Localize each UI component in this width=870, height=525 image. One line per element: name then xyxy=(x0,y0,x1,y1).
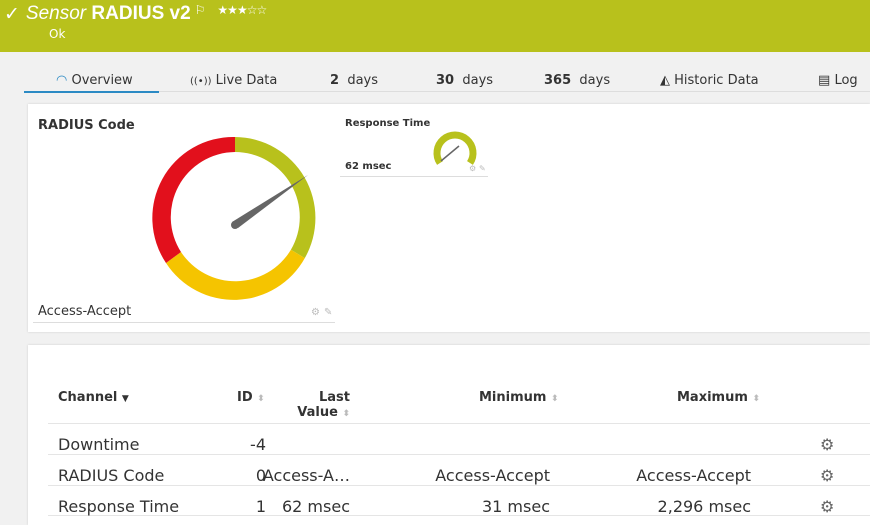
gear-icon[interactable]: ⚙ xyxy=(820,466,835,485)
tab-label: Overview xyxy=(71,73,133,88)
main-gauge xyxy=(152,136,316,300)
small-gauge-arc xyxy=(433,131,477,165)
cell-id: -4 xyxy=(250,435,266,454)
gear-icon[interactable]: ⚙ xyxy=(469,164,477,173)
cell-maximum: 2,296 msec xyxy=(657,497,751,516)
header-label: Last xyxy=(318,390,350,405)
flag-icon[interactable]: ⚐ xyxy=(194,3,206,17)
sensor-title: Sensor RADIUS v2 xyxy=(26,3,191,25)
list-icon: ▤ xyxy=(818,73,831,88)
header-label: ID xyxy=(237,390,253,405)
cell-id: 0 xyxy=(255,466,266,485)
main-gauge-title: RADIUS Code xyxy=(38,118,135,133)
title-name: RADIUS v2 xyxy=(91,3,191,24)
cell-minimum: 31 msec xyxy=(481,497,550,516)
gear-icon[interactable]: ⚙ xyxy=(311,307,320,318)
gauge-error-segment xyxy=(152,136,235,263)
tab-2-days[interactable]: 2 days xyxy=(330,73,378,88)
gauge-ok-segment xyxy=(235,137,316,259)
tab-num: 2 xyxy=(330,73,340,88)
table-row[interactable]: Downtime -4 ⚙ xyxy=(48,423,870,454)
status-text: Ok xyxy=(49,27,66,41)
header-label: Channel xyxy=(58,390,118,405)
cell-channel[interactable]: RADIUS Code xyxy=(58,466,165,485)
sort-icon: ⬍ xyxy=(342,409,350,419)
tab-365-days[interactable]: 365 days xyxy=(544,73,610,88)
col-id[interactable]: ID ⬍ xyxy=(237,390,265,405)
small-gauge xyxy=(433,131,477,165)
small-gauge-needle xyxy=(440,145,460,162)
tab-log[interactable]: ▤ Log xyxy=(818,73,858,88)
tab-historic-data[interactable]: ◭ Historic Data xyxy=(660,73,759,88)
table-row[interactable]: RADIUS Code 0 Access-A… Access-Accept Ac… xyxy=(48,454,870,485)
sort-icon: ⬍ xyxy=(752,394,760,404)
sort-icon: ⬍ xyxy=(550,394,559,404)
title-prefix: Sensor xyxy=(25,3,87,24)
cell-channel[interactable]: Downtime xyxy=(58,435,140,454)
cell-channel[interactable]: Response Time xyxy=(58,497,180,516)
cell-minimum: Access-Accept xyxy=(435,466,550,485)
col-maximum[interactable]: Maximum ⬍ xyxy=(677,390,760,405)
tab-label: Log xyxy=(834,73,858,88)
broadcast-icon: ((•)) xyxy=(190,76,212,87)
small-gauge-value: 62 msec xyxy=(345,161,392,172)
tab-label: Historic Data xyxy=(674,73,759,88)
tab-bar: ◠ Overview ((•)) Live Data 2 days 30 day… xyxy=(24,70,870,93)
gauge-needle xyxy=(232,175,308,228)
gear-icon[interactable]: ⚙ xyxy=(820,435,835,454)
tab-30-days[interactable]: 30 days xyxy=(436,73,493,88)
header-title-row: ✓ Sensor RADIUS v2 ⚐ ★★★☆☆ xyxy=(4,3,267,25)
header-line-2: Value ⬍ xyxy=(297,405,350,422)
priority-stars[interactable]: ★★★☆☆ xyxy=(217,3,267,17)
pin-icon[interactable]: ✎ xyxy=(324,307,333,318)
main-gauge-value: Access-Accept xyxy=(38,304,132,319)
pin-icon[interactable]: ✎ xyxy=(479,164,486,173)
sort-down-icon: ▼ xyxy=(121,394,129,404)
tab-num: 365 xyxy=(544,73,572,88)
col-minimum[interactable]: Minimum ⬍ xyxy=(479,390,559,405)
tab-live-data[interactable]: ((•)) Live Data xyxy=(190,73,277,88)
gauge-icon: ◠ xyxy=(56,73,68,88)
col-channel[interactable]: Channel ▼ xyxy=(58,390,129,405)
gauge-hub xyxy=(231,221,239,229)
col-last-value[interactable]: Last Value ⬍ xyxy=(297,390,350,422)
header-label: Maximum xyxy=(677,390,748,405)
gauge-warning-segment xyxy=(166,249,305,300)
tab-label: Live Data xyxy=(215,73,278,88)
header-label: Value xyxy=(297,405,338,420)
tab-label: days xyxy=(347,73,378,88)
header-label: Minimum xyxy=(479,390,547,405)
cell-last-value: Access-A… xyxy=(262,466,350,485)
area-chart-icon: ◭ xyxy=(660,73,670,88)
tab-num: 30 xyxy=(436,73,455,88)
tab-label: days xyxy=(579,73,611,88)
gauges-panel: RADIUS Code Access-Accept ⚙ ✎ Response T… xyxy=(28,104,870,332)
tab-label: days xyxy=(462,73,494,88)
gear-icon[interactable]: ⚙ xyxy=(820,497,835,516)
sort-icon: ⬍ xyxy=(257,394,265,404)
table-row[interactable]: Response Time 1 62 msec 31 msec 2,296 ms… xyxy=(48,485,870,516)
channels-panel: Channel ▼ ID ⬍ Last Value ⬍ Minimum ⬍ Ma… xyxy=(28,345,870,525)
cell-maximum: Access-Accept xyxy=(636,466,751,485)
small-gauge-title: Response Time xyxy=(345,118,431,129)
check-icon: ✓ xyxy=(4,3,20,25)
tab-overview[interactable]: ◠ Overview xyxy=(24,73,159,93)
cell-id: 1 xyxy=(255,497,266,516)
sensor-header: ✓ Sensor RADIUS v2 ⚐ ★★★☆☆ Ok xyxy=(0,0,870,52)
cell-last-value: 62 msec xyxy=(281,497,350,516)
